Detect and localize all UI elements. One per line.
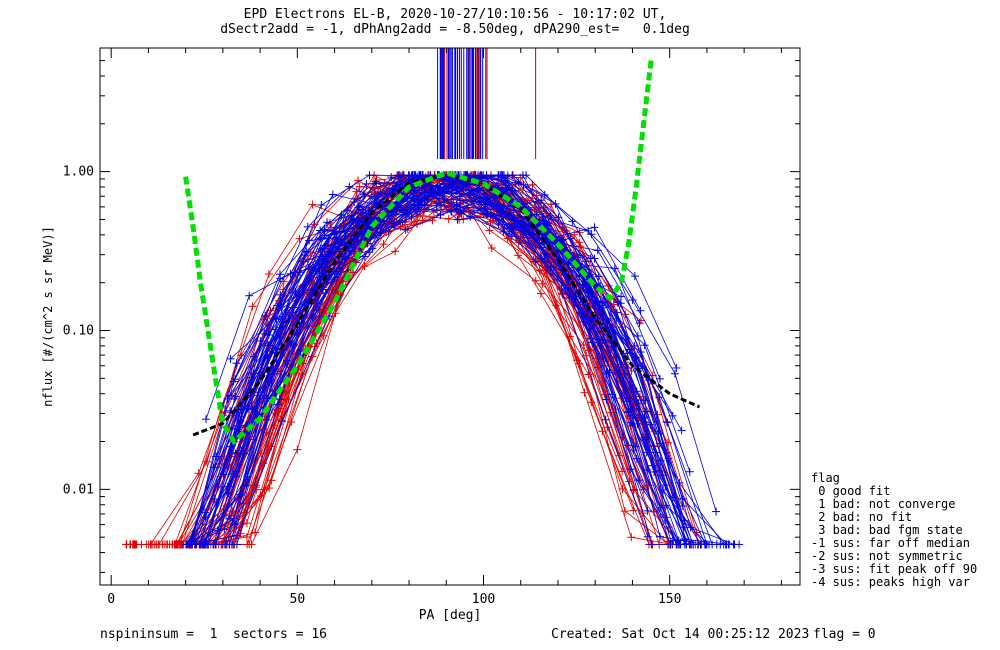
x-tick-label: 0 [107,592,115,607]
distribution-curve [146,174,634,545]
footer-flag-text: flag = 0 [813,627,876,642]
plot-frame [99,47,801,586]
y-tick-label: 0.01 [63,482,94,497]
chart-title-line1: EPD Electrons EL-B, 2020-10-27/10:10:56 … [243,7,667,22]
distribution-curve [199,192,698,545]
legend-item-bad-fgm: 3 bad: bad fgm state [811,523,963,537]
legend-item-not-symmetric: -2 sus: not symmetric [811,549,963,563]
footer-created-text: Created: Sat Oct 14 00:25:12 2023 [551,627,810,642]
legend-item-not-converge: 1 bad: not converge [811,497,956,511]
legend-item-peaks-high-var: -4 sus: peaks high var [811,575,970,589]
legend-item-no-fit: 2 bad: no fit [811,510,913,524]
distribution-curve [177,174,668,545]
distribution-curve [226,195,641,494]
x-tick-label: 100 [472,592,495,607]
green-dashed-model-curve [183,60,654,446]
x-tick-label: 150 [658,592,681,607]
distribution-curve [235,175,643,473]
legend-item-good-fit: 0 good fit [811,484,891,498]
distribution-curve [202,174,691,545]
y-tick-label: 0.10 [63,323,94,338]
legend-title: flag [811,471,840,485]
chart-title-line2: dSectr2add = -1, dPhAng2add = -8.50deg, … [220,22,690,37]
footer-left-text: nspininsum = 1 sectors = 16 [100,627,327,642]
x-axis-label: PA [deg] [419,608,482,623]
legend-item-fit-peak-off: -3 sus: fit peak off 90 [811,562,978,576]
y-tick-label: 1.00 [63,165,94,180]
legend-item-far-off-median: -1 sus: far off median [811,536,970,550]
distribution-curve [214,174,717,545]
y-axis-label: nflux [#/(cm^2 s sr MeV)] [41,226,55,407]
black-dashed-fit-curve [192,172,701,437]
x-tick-label: 50 [290,592,306,607]
distribution-curve [199,181,694,545]
